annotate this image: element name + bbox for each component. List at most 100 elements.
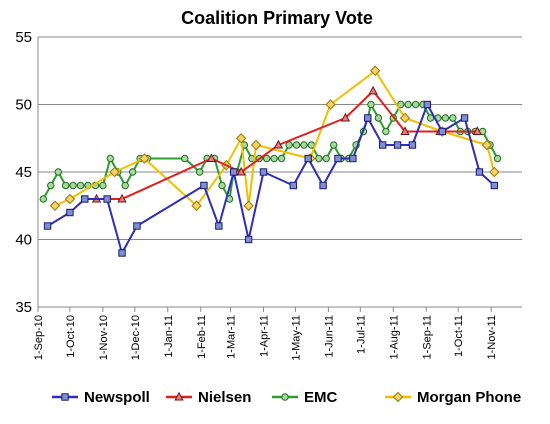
y-tick-label: 35 [15,299,32,316]
legend-label: Nielsen [198,389,251,406]
data-point-emc [181,154,189,163]
data-point-emc [374,114,383,122]
data-point-morgan-phone [191,200,202,211]
x-tick-label: 1-Feb-11 [196,315,208,359]
data-point-emc [69,181,77,190]
x-tick-label: 1-Mar-11 [226,315,238,359]
y-tick-label: 45 [15,164,32,181]
x-tick-label: 1-Oct-11 [453,315,465,357]
data-point-newspoll [408,141,417,149]
y-tick-label: 50 [15,97,32,114]
data-point-newspoll [66,208,74,217]
data-point-newspoll [133,222,141,230]
x-tick-label: 1-Sep-10 [33,315,45,360]
data-point-emc [218,181,226,190]
data-point-nielsen [236,166,246,176]
legend-label: Morgan Phone [417,389,521,406]
legend-swatch-marker [392,391,404,403]
data-point-newspoll [460,114,469,122]
data-point-newspoll [230,168,238,176]
data-point-emc [47,181,55,190]
data-point-morgan-phone [399,112,411,124]
data-point-emc [441,114,450,122]
legend-swatch-marker [281,393,289,401]
data-point-newspoll [304,154,312,163]
data-point-nielsen [273,139,284,149]
data-point-emc [99,181,107,190]
data-point-newspoll [43,222,52,230]
legend-swatch-marker [61,393,69,401]
data-point-emc [315,154,323,163]
x-tick-label: 1-Sep-11 [421,315,433,359]
data-point-emc [449,114,457,122]
data-point-emc [39,195,48,203]
data-point-emc [330,141,338,149]
data-point-emc [121,181,129,190]
data-point-newspoll [334,154,342,163]
x-tick-label: 1-Dec-10 [130,315,142,360]
y-tick-label: 55 [15,29,32,46]
chart-title: Coalition Primary Vote [181,8,373,28]
x-tick-label: 1-Oct-10 [65,315,77,358]
data-point-newspoll [215,222,223,230]
legend-item-nielsen: Nielsen [166,389,251,406]
data-point-morgan-phone [109,166,120,178]
data-point-morgan-phone [369,65,381,76]
data-point-emc [322,154,330,163]
x-tick-label: 1-Nov-10 [98,315,110,360]
data-point-newspoll [259,168,268,176]
data-point-emc [404,100,412,109]
data-point-morgan-phone [481,139,493,151]
data-point-newspoll [289,181,297,190]
legend-item-emc: EMC [272,389,338,406]
data-point-newspoll [349,154,357,163]
series-line-nielsen [96,90,478,200]
series-newspoll [43,100,499,257]
data-point-emc [61,181,70,190]
legend: Newspoll Nielsen EMC Morgan Phone [52,389,521,406]
data-point-newspoll [393,141,402,149]
legend-label: Newspoll [84,389,150,406]
data-point-morgan-phone [243,200,254,211]
data-point-newspoll [81,195,89,203]
x-tick-label: 1-May-11 [290,315,302,361]
data-point-morgan-phone [64,193,76,205]
x-tick-label: 1-Aug-11 [388,315,400,359]
data-point-emc [292,141,301,149]
x-tick-label: 1-Apr-11 [259,315,271,357]
data-point-newspoll [319,181,327,190]
data-point-newspoll [118,249,126,257]
x-tick-label: 1-Jan-11 [163,315,175,358]
data-point-emc [300,141,308,149]
data-point-newspoll [423,100,432,109]
data-point-newspoll [475,168,484,176]
data-point-newspoll [378,141,387,149]
axes-layer: 35 40 45 50 55 1-Sep-10 1-Oct-10 1-Nov-10 1-Dec-… [15,29,522,361]
data-point-emc [128,168,137,176]
x-tick-label: 1-Jul-11 [355,315,367,354]
data-point-nielsen [400,126,410,135]
data-point-emc [411,100,420,109]
data-point-emc [76,181,85,190]
data-point-morgan-phone [139,153,150,164]
data-point-morgan-phone [250,139,262,151]
series-layer [39,65,502,257]
data-point-nielsen [368,85,378,95]
data-point-newspoll [490,181,499,190]
data-point-nielsen [340,112,351,122]
data-point-newspoll [364,114,372,122]
data-point-morgan-phone [325,99,336,110]
data-point-newspoll [244,235,253,244]
data-point-emc [367,100,375,109]
legend-label: EMC [304,389,338,406]
data-point-emc [106,154,115,163]
x-tick-label: 1-Nov-11 [486,315,498,359]
data-point-nielsen [117,193,127,203]
data-point-morgan-phone [489,166,500,178]
data-point-emc [263,154,271,163]
data-point-emc [493,154,502,163]
legend-item-newspoll: Newspoll [52,389,150,406]
data-point-emc [54,168,62,176]
data-point-emc [382,127,390,136]
data-point-nielsen [206,153,217,162]
